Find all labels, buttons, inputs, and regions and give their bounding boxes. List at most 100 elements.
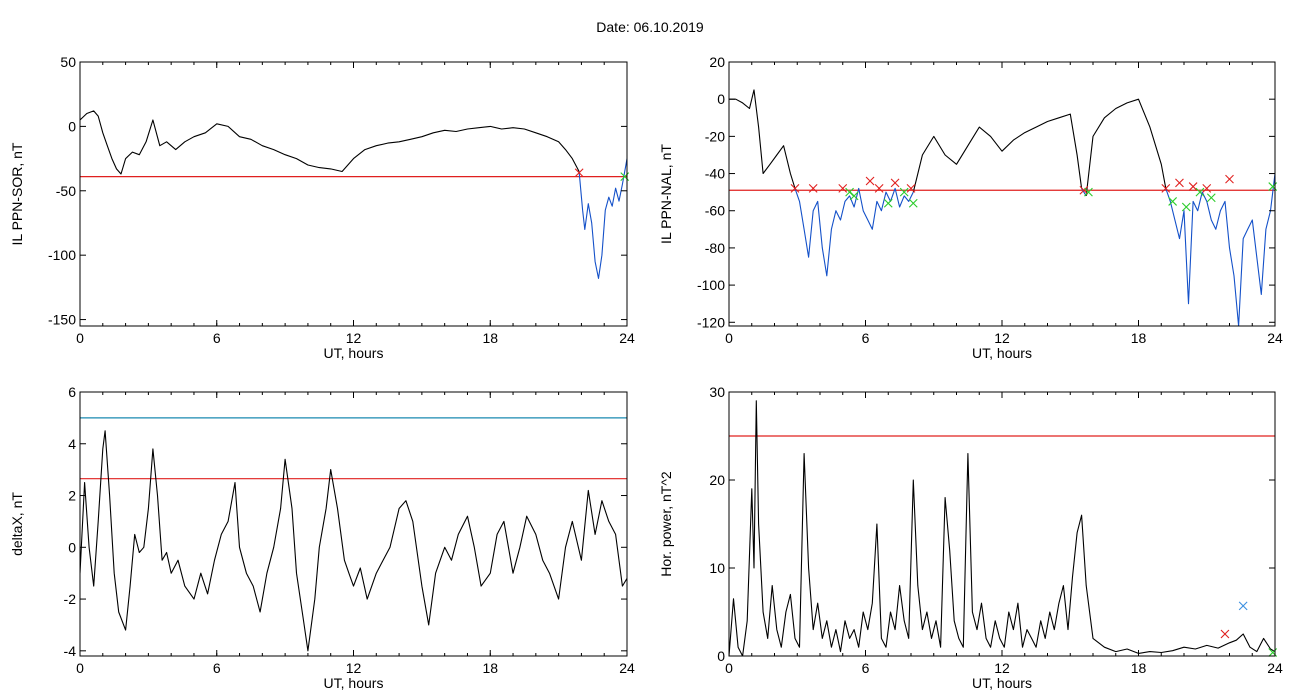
x-tick-label: 18 — [1131, 330, 1147, 346]
x-tick-label: 6 — [213, 330, 221, 346]
x-axis-label: UT, hours — [324, 675, 384, 691]
x-axis-label: UT, hours — [324, 345, 384, 361]
marker-stroke — [865, 176, 875, 186]
plot-frame — [728, 391, 1276, 657]
x-tick-label: 12 — [346, 660, 362, 676]
y-axis-label: IL PPN-NAL, nT — [658, 144, 674, 244]
y-tick-label: 30 — [709, 384, 725, 400]
marker-stroke — [1202, 184, 1212, 193]
x-tick-label: 0 — [76, 660, 84, 676]
marker-cross — [845, 187, 854, 197]
marker-stroke — [574, 168, 584, 178]
series-line — [794, 187, 914, 277]
marker-cross — [906, 184, 916, 193]
marker-stroke — [1206, 193, 1216, 203]
marker-cross — [849, 191, 859, 201]
marker-stroke — [790, 184, 800, 193]
marker-cross — [1161, 184, 1171, 193]
marker-cross — [1168, 197, 1178, 206]
plot-frame — [79, 391, 628, 657]
marker-cross — [1202, 184, 1212, 193]
marker-cross — [808, 184, 818, 193]
x-axis-label: UT, hours — [972, 675, 1032, 691]
y-tick-label: 10 — [709, 560, 725, 576]
x-tick-label: 12 — [346, 330, 362, 346]
x-tick-label: 6 — [862, 330, 870, 346]
y-tick-label: 0 — [68, 118, 76, 134]
marker-cross — [1175, 178, 1184, 188]
x-axis-label: UT, hours — [972, 345, 1032, 361]
chart-deltax: 0 6 12 18 24 6 4 2 0 -2 -4 UT, hours deltaX, nT — [9, 384, 635, 691]
chart-ppn-nal: 0 6 12 18 24 20 0 -20 -40 -60 -80 -100 -120 UT, hours… — [658, 54, 1283, 361]
y-tick-label: 4 — [68, 436, 76, 452]
y-tick-label: -60 — [705, 203, 725, 219]
marker-stroke — [1181, 202, 1191, 212]
series-line — [1085, 98, 1167, 196]
y-tick-label: -40 — [705, 166, 725, 182]
marker-cross — [1220, 629, 1230, 639]
y-tick-label: 6 — [68, 384, 76, 400]
marker-stroke — [1175, 178, 1184, 188]
y-tick-label: -100 — [697, 277, 725, 293]
marker-cross — [1181, 202, 1191, 212]
marker-cross — [899, 187, 909, 197]
chart-hor-power: 0 6 12 18 24 30 20 10 0 UT, hours Hor. power, nT^2 — [658, 384, 1283, 691]
x-tick-label: 24 — [619, 330, 635, 346]
y-tick-label: 50 — [60, 54, 76, 70]
x-tick-label: 0 — [725, 660, 733, 676]
marker-cross — [883, 198, 893, 208]
marker-stroke — [1238, 601, 1248, 611]
page-title: Date: 06.10.2019 — [596, 19, 704, 35]
chart-ppn-sor: 0 6 12 18 24 50 0 -50 -100 -150 UT, hours IL PPN-SO… — [9, 54, 635, 361]
marker-stroke — [908, 198, 918, 208]
x-tick-label: 6 — [862, 660, 870, 676]
y-tick-label: -4 — [64, 643, 77, 659]
marker-stroke — [906, 184, 916, 193]
marker-cross — [1195, 187, 1205, 197]
x-tick-label: 0 — [725, 330, 733, 346]
marker-cross — [1238, 601, 1248, 611]
y-tick-label: -50 — [56, 183, 76, 199]
series-line — [729, 400, 1275, 656]
series-line — [80, 430, 627, 652]
marker-cross — [1206, 193, 1216, 203]
y-tick-label: -150 — [48, 312, 76, 328]
marker-cross — [838, 184, 848, 193]
y-tick-label: -80 — [705, 240, 725, 256]
marker-stroke — [1220, 629, 1230, 639]
marker-cross — [890, 178, 900, 188]
marker-stroke — [849, 191, 859, 201]
marker-cross — [1188, 182, 1198, 191]
marker-cross — [908, 198, 918, 208]
series-line — [578, 158, 627, 279]
series-line — [1165, 173, 1275, 326]
plot-frame — [79, 61, 628, 327]
marker-stroke — [1195, 187, 1205, 197]
x-tick-label: 24 — [1267, 660, 1283, 676]
marker-stroke — [874, 184, 884, 193]
marker-stroke — [883, 198, 893, 208]
y-tick-label: -20 — [705, 128, 725, 144]
marker-stroke — [808, 184, 818, 193]
marker-stroke — [1188, 182, 1198, 191]
series-group — [729, 400, 1275, 656]
y-axis-label: Hor. power, nT^2 — [658, 471, 674, 577]
y-tick-label: 0 — [68, 539, 76, 555]
marker-stroke — [1168, 197, 1178, 206]
marker-cross — [574, 168, 584, 178]
marker-stroke — [1084, 187, 1093, 197]
series-group — [80, 430, 627, 652]
x-tick-label: 24 — [1267, 330, 1283, 346]
y-axis-label: deltaX, nT — [9, 492, 25, 556]
series-line — [912, 113, 1083, 193]
marker-stroke — [1161, 184, 1171, 193]
y-tick-label: 0 — [717, 648, 725, 664]
y-tick-label: -2 — [64, 591, 77, 607]
marker-cross — [1084, 187, 1093, 197]
x-tick-label: 18 — [482, 330, 498, 346]
marker-stroke — [1225, 174, 1234, 184]
series-line — [729, 89, 796, 189]
x-tick-label: 0 — [76, 330, 84, 346]
x-tick-label: 18 — [1131, 660, 1147, 676]
